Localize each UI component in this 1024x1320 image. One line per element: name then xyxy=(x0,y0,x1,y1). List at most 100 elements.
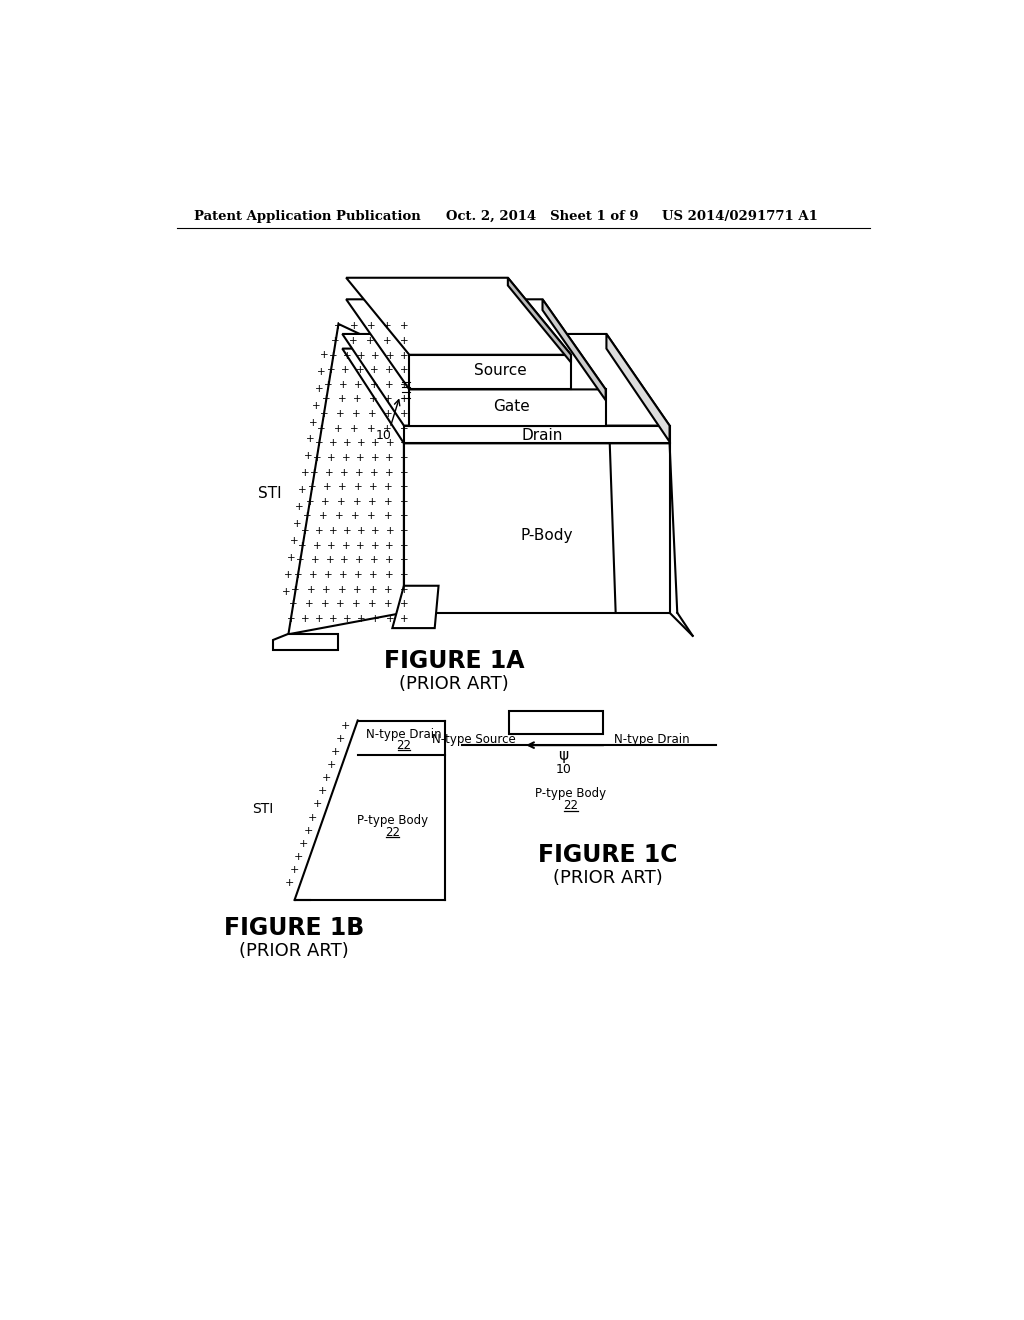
Text: +: + xyxy=(290,865,299,875)
Text: STI: STI xyxy=(252,803,273,816)
Text: +: + xyxy=(383,321,392,331)
Text: +: + xyxy=(340,721,350,731)
Text: +: + xyxy=(399,467,409,478)
Text: +: + xyxy=(306,434,315,445)
Text: +: + xyxy=(399,556,409,565)
Text: +: + xyxy=(322,395,331,404)
Text: +: + xyxy=(348,335,357,346)
Text: +: + xyxy=(369,395,377,404)
Text: +: + xyxy=(368,409,376,418)
Text: +: + xyxy=(368,599,377,610)
Text: 22: 22 xyxy=(396,739,412,751)
Text: +: + xyxy=(305,496,314,507)
Text: +: + xyxy=(327,366,335,375)
Text: +: + xyxy=(312,453,322,463)
Text: +: + xyxy=(384,409,392,418)
Text: +: + xyxy=(399,614,409,624)
Text: +: + xyxy=(339,570,348,579)
Text: +: + xyxy=(385,380,393,389)
Polygon shape xyxy=(342,348,670,444)
Text: N-type Drain: N-type Drain xyxy=(614,733,690,746)
Text: +: + xyxy=(299,838,308,849)
Text: +: + xyxy=(399,599,409,610)
Text: +: + xyxy=(350,424,358,434)
Text: +: + xyxy=(340,467,348,478)
Text: +: + xyxy=(399,351,409,360)
Text: +: + xyxy=(343,614,351,624)
Text: +: + xyxy=(327,760,336,770)
Text: +: + xyxy=(368,511,376,521)
Text: +: + xyxy=(354,570,362,579)
Text: +: + xyxy=(357,614,366,624)
Text: +: + xyxy=(399,321,409,331)
Text: +: + xyxy=(367,424,375,434)
Text: +: + xyxy=(291,585,300,594)
Text: +: + xyxy=(290,536,299,546)
Text: +: + xyxy=(385,541,394,550)
Text: FIGURE 1B: FIGURE 1B xyxy=(223,916,364,940)
Polygon shape xyxy=(508,277,571,363)
Text: +: + xyxy=(384,395,392,404)
Text: Patent Application Publication: Patent Application Publication xyxy=(194,210,421,223)
Text: +: + xyxy=(329,527,338,536)
Text: P-Body: P-Body xyxy=(520,528,572,544)
Text: +: + xyxy=(385,556,393,565)
Text: +: + xyxy=(301,527,309,536)
Text: N-type Drain: N-type Drain xyxy=(367,727,441,741)
Text: +: + xyxy=(341,366,350,375)
Text: (PRIOR ART): (PRIOR ART) xyxy=(239,942,349,961)
Text: +: + xyxy=(308,813,317,822)
Text: +: + xyxy=(343,527,351,536)
Text: +: + xyxy=(343,438,352,449)
Text: +: + xyxy=(371,453,379,463)
Text: +: + xyxy=(317,367,326,376)
Polygon shape xyxy=(289,323,403,635)
Text: +: + xyxy=(317,424,326,434)
Text: +: + xyxy=(354,380,364,389)
Text: +: + xyxy=(282,587,291,597)
Text: +: + xyxy=(308,482,316,492)
Text: +: + xyxy=(399,541,409,550)
Text: +: + xyxy=(294,570,302,579)
Text: +: + xyxy=(385,351,394,360)
Text: +: + xyxy=(334,424,342,434)
Text: +: + xyxy=(343,351,352,360)
Text: +: + xyxy=(332,335,340,346)
Text: +: + xyxy=(311,400,321,411)
Text: +: + xyxy=(369,482,378,492)
Text: +: + xyxy=(352,496,361,507)
Text: +: + xyxy=(370,570,378,579)
Text: +: + xyxy=(301,614,309,624)
Text: +: + xyxy=(313,541,322,550)
Text: ψ: ψ xyxy=(558,747,568,763)
Text: +: + xyxy=(352,599,360,610)
Text: +: + xyxy=(372,527,380,536)
Text: +: + xyxy=(298,486,307,495)
Text: +: + xyxy=(369,585,377,594)
Text: +: + xyxy=(369,496,377,507)
Text: P-type Body: P-type Body xyxy=(356,814,428,828)
Text: +: + xyxy=(384,482,393,492)
Text: +: + xyxy=(338,585,346,594)
Text: +: + xyxy=(317,787,327,796)
Text: +: + xyxy=(371,366,379,375)
Text: +: + xyxy=(356,453,365,463)
Text: +: + xyxy=(298,541,307,550)
Text: +: + xyxy=(385,467,393,478)
Text: +: + xyxy=(372,351,380,360)
Text: +: + xyxy=(351,511,360,521)
Text: +: + xyxy=(337,496,345,507)
Text: +: + xyxy=(399,527,409,536)
Text: +: + xyxy=(385,366,393,375)
Text: +: + xyxy=(399,585,409,594)
Text: +: + xyxy=(371,541,379,550)
Text: +: + xyxy=(357,438,366,449)
Text: +: + xyxy=(315,438,324,449)
Text: +: + xyxy=(342,541,350,550)
Text: +: + xyxy=(399,496,409,507)
Text: +: + xyxy=(327,453,336,463)
Text: +: + xyxy=(295,502,304,512)
Text: +: + xyxy=(384,599,392,610)
Text: +: + xyxy=(399,511,409,521)
Text: +: + xyxy=(301,469,309,478)
